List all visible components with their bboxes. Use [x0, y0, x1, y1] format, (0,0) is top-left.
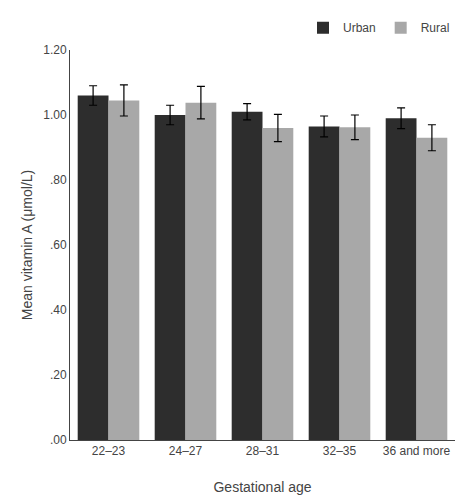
svg-text:36 and more: 36 and more	[383, 444, 451, 458]
svg-text:24–27: 24–27	[169, 444, 203, 458]
svg-text:Gestational age: Gestational age	[213, 479, 311, 495]
svg-text:.20: .20	[50, 368, 67, 382]
svg-text:.80: .80	[50, 173, 67, 187]
svg-text:Rural: Rural	[421, 21, 450, 35]
svg-text:Urban: Urban	[343, 21, 376, 35]
svg-text:.40: .40	[50, 303, 67, 317]
svg-text:22–23: 22–23	[92, 444, 126, 458]
svg-text:.00: .00	[50, 433, 67, 447]
svg-text:Mean vitamin A (μmol/L): Mean vitamin A (μmol/L)	[19, 170, 35, 320]
svg-text:1.00: 1.00	[43, 108, 67, 122]
svg-text:28–31: 28–31	[246, 444, 280, 458]
svg-text:.60: .60	[50, 238, 67, 252]
svg-text:32–35: 32–35	[323, 444, 357, 458]
svg-text:1.20: 1.20	[43, 43, 67, 57]
